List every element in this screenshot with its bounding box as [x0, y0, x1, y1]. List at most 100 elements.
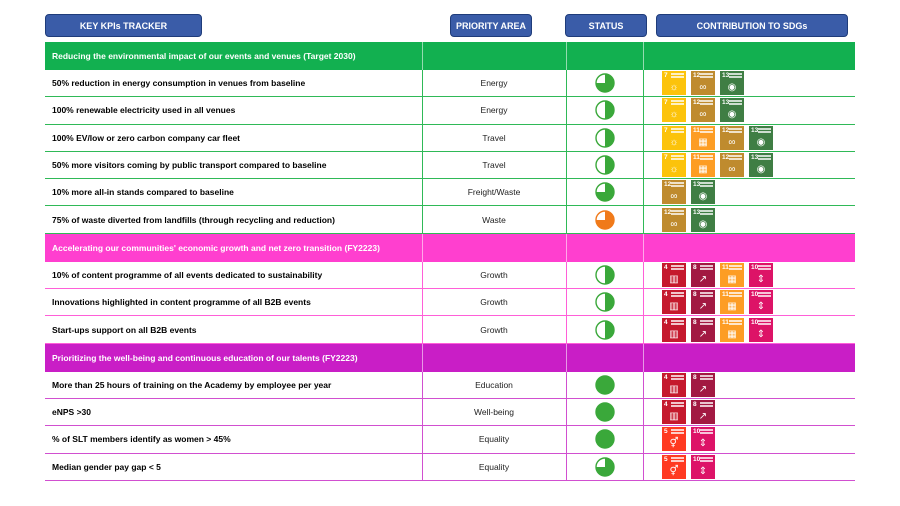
- header-status: STATUS: [565, 14, 647, 37]
- sdg-11-icon: 11 ▦: [720, 262, 744, 287]
- status-indicator: [594, 429, 615, 450]
- sdg-12-icon: 12 ∞: [691, 71, 715, 96]
- kpi-label: 10% of content programme of all events d…: [52, 269, 323, 280]
- sdg-12-icon: 12 ∞: [662, 207, 686, 232]
- sdg-12-icon: 12 ∞: [720, 153, 744, 178]
- status-cell: [566, 454, 643, 480]
- kpi-label: Innovations highlighted in content progr…: [52, 297, 311, 308]
- status-indicator: [594, 292, 615, 312]
- sdg-12-icon: 12 ∞: [691, 98, 715, 123]
- header-contribution-sdgs: CONTRIBUTION TO SDGs: [656, 14, 848, 37]
- status-indicator: [594, 128, 615, 148]
- section-title: Prioritizing the well-being and continuo…: [52, 352, 358, 363]
- status-indicator: [594, 73, 615, 93]
- sdg-13-icon: 13 ◉: [691, 180, 715, 205]
- status-cell: [566, 152, 643, 178]
- sdg-icons: 12 ∞ 13 ◉: [643, 206, 855, 232]
- sdg-10-icon: 10 ⇕: [749, 262, 773, 287]
- sdg-icons: 4 ▥ 8 ↗: [643, 399, 855, 425]
- section-header: Prioritizing the well-being and continuo…: [45, 343, 855, 372]
- kpi-label: % of SLT members identify as women > 45%: [52, 434, 231, 445]
- sdg-12-icon: 12 ∞: [720, 125, 744, 150]
- sdg-4-icon: 4 ▥: [662, 372, 686, 397]
- status-cell: [566, 97, 643, 123]
- sdg-8-icon: 8 ↗: [691, 262, 715, 287]
- priority-area: Equality: [478, 434, 510, 445]
- sdg-8-icon: 8 ↗: [691, 290, 715, 315]
- sdg-7-icon: 7 ☼: [662, 98, 686, 123]
- sdg-5-icon: 5 ⚥: [662, 454, 686, 479]
- kpi-label: 50% more visitors coming by public trans…: [52, 160, 327, 171]
- kpi-row: 10% more all-in stands compared to basel…: [45, 179, 855, 207]
- section-header: Accelerating our communities' economic g…: [45, 233, 855, 262]
- priority-area: Energy: [480, 105, 508, 116]
- kpi-label: 10% more all-in stands compared to basel…: [52, 187, 234, 198]
- section-title: Reducing the environmental impact of our…: [52, 51, 356, 61]
- kpi-row: 100% renewable electricity used in all v…: [45, 97, 855, 125]
- sdg-13-icon: 13 ◉: [749, 153, 773, 178]
- header-priority-area: PRIORITY AREA: [450, 14, 532, 37]
- sdg-icons: 7 ☼ 12 ∞ 13 ◉: [643, 97, 855, 123]
- sdg-icons: 7 ☼ 12 ∞ 13 ◉: [643, 70, 855, 96]
- status-cell: [566, 262, 643, 288]
- sdg-7-icon: 7 ☼: [662, 125, 686, 150]
- sdg-10-icon: 10 ⇕: [749, 290, 773, 315]
- status-cell: [566, 70, 643, 96]
- status-indicator: [594, 100, 615, 121]
- sdg-12-icon: 12 ∞: [662, 180, 686, 205]
- section-title: Accelerating our communities' economic g…: [52, 242, 380, 253]
- status-indicator: [594, 155, 615, 175]
- priority-area: Freight/Waste: [467, 187, 521, 198]
- status-cell: [566, 179, 643, 205]
- sdg-icons: 12 ∞ 13 ◉: [643, 179, 855, 205]
- sdg-13-icon: 13 ◉: [720, 98, 744, 123]
- status-cell: [566, 206, 643, 232]
- priority-area: Travel: [482, 160, 506, 171]
- kpi-label: 50% reduction in energy consumption in v…: [52, 78, 306, 89]
- sdg-10-icon: 10 ⇕: [691, 454, 715, 479]
- status-cell: [566, 372, 643, 398]
- kpi-tracker-table: Reducing the environmental impact of our…: [45, 42, 855, 481]
- status-indicator: [594, 375, 615, 395]
- sdg-8-icon: 8 ↗: [691, 372, 715, 397]
- sdg-4-icon: 4 ▥: [662, 290, 686, 315]
- sdg-13-icon: 13 ◉: [691, 207, 715, 232]
- sdg-icons: 5 ⚥ 10 ⇕: [643, 454, 855, 480]
- sdg-4-icon: 4 ▥: [662, 317, 686, 342]
- kpi-label: 100% EV/low or zero carbon company car f…: [52, 132, 241, 143]
- priority-area: Growth: [480, 297, 508, 308]
- status-cell: [566, 399, 643, 425]
- sdg-5-icon: 5 ⚥: [662, 427, 686, 452]
- sdg-icons: 4 ▥ 8 ↗ 11 ▦ 10 ⇕: [643, 289, 855, 315]
- sdg-4-icon: 4 ▥: [662, 262, 686, 287]
- sdg-icons: 4 ▥ 8 ↗ 11 ▦ 10 ⇕: [643, 316, 855, 342]
- status-indicator: [594, 265, 615, 285]
- sdg-11-icon: 11 ▦: [720, 290, 744, 315]
- priority-area: Growth: [480, 324, 508, 335]
- sdg-8-icon: 8 ↗: [691, 400, 715, 425]
- sdg-11-icon: 11 ▦: [720, 317, 744, 342]
- status-indicator: [594, 402, 615, 422]
- kpi-label: eNPS >30: [52, 407, 91, 418]
- kpi-row: eNPS >30 Well-being 4 ▥ 8 ↗: [45, 398, 855, 427]
- priority-area: Equality: [478, 461, 510, 472]
- kpi-row: Start-ups support on all B2B events Growt…: [45, 316, 855, 344]
- priority-area: Growth: [480, 269, 508, 280]
- kpi-row: 50% more visitors coming by public trans…: [45, 151, 855, 180]
- status-cell: [566, 125, 643, 151]
- kpi-label: More than 25 hours of training on the Ac…: [52, 379, 332, 390]
- sdg-8-icon: 8 ↗: [691, 317, 715, 342]
- kpi-row: 100% EV/low or zero carbon company car f…: [45, 124, 855, 152]
- kpi-row: More than 25 hours of training on the Ac…: [45, 371, 855, 399]
- sdg-10-icon: 10 ⇕: [749, 317, 773, 342]
- sdg-11-icon: 11 ▦: [691, 125, 715, 150]
- sdg-7-icon: 7 ☼: [662, 153, 686, 178]
- sdg-icons: 4 ▥ 8 ↗: [643, 372, 855, 398]
- section-header: Reducing the environmental impact of our…: [45, 42, 855, 70]
- status-indicator: [594, 209, 615, 230]
- sdg-7-icon: 7 ☼: [662, 71, 686, 96]
- sdg-10-icon: 10 ⇕: [691, 427, 715, 452]
- priority-area: Well-being: [473, 407, 514, 418]
- kpi-row: Innovations highlighted in content progr…: [45, 289, 855, 317]
- sdg-13-icon: 13 ◉: [720, 71, 744, 96]
